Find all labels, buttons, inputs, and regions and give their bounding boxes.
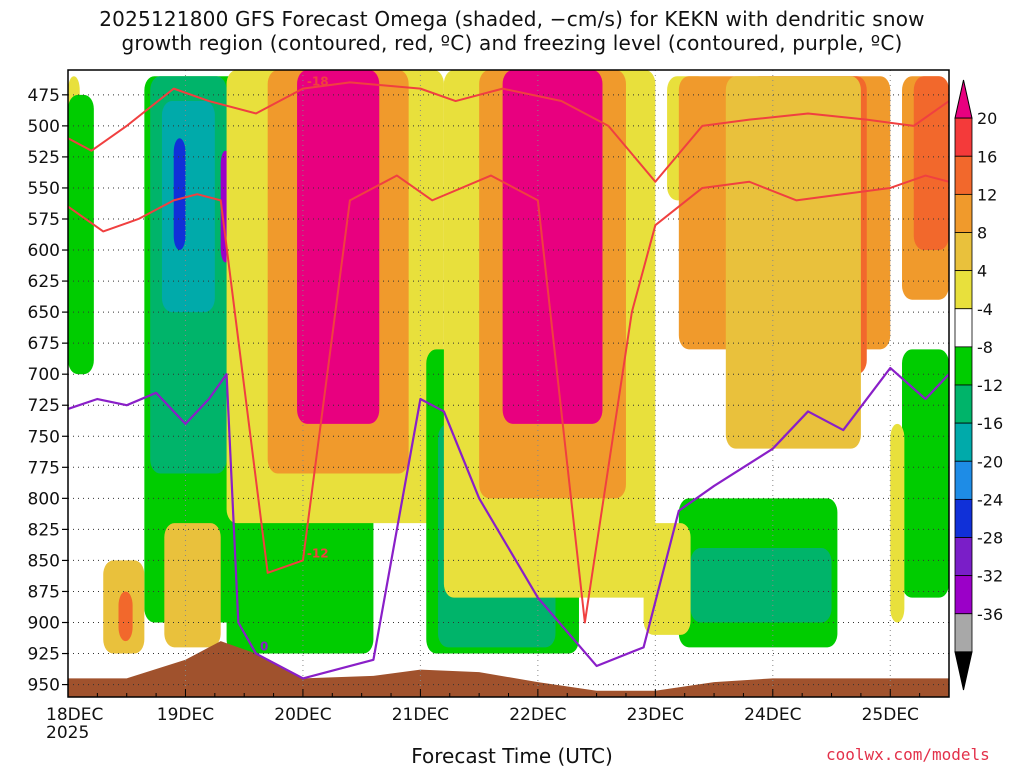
colorbar-label: 8 bbox=[977, 224, 987, 243]
omega-region-9 bbox=[118, 591, 133, 642]
colorbar-swatch bbox=[954, 155, 973, 195]
omega-region-19 bbox=[502, 70, 603, 424]
colorbar-swatch bbox=[954, 575, 973, 615]
y-tick-label: 900 bbox=[28, 614, 60, 634]
colorbar-label: -32 bbox=[977, 567, 1003, 586]
contour-minus18 bbox=[68, 81, 949, 183]
y-tick-label: 750 bbox=[28, 427, 60, 447]
y-tick-label: 575 bbox=[28, 210, 60, 230]
colorbar-swatch bbox=[954, 232, 973, 272]
colorbar-label: 20 bbox=[977, 109, 997, 128]
omega-region-5 bbox=[161, 101, 215, 313]
omega-region-1 bbox=[68, 94, 94, 375]
y-tick-label: 475 bbox=[28, 86, 60, 106]
gridlines bbox=[68, 70, 949, 697]
colorbar-swatch bbox=[954, 498, 973, 538]
x-tick-label: 18DEC bbox=[46, 705, 103, 725]
contour-minus12-label: -12 bbox=[307, 546, 329, 560]
colorbar-label: -12 bbox=[977, 376, 1003, 395]
chart-title-line-2: growth region (contoured, red, ºC) and f… bbox=[121, 31, 903, 55]
colorbar-label: -4 bbox=[977, 300, 993, 319]
omega-region-29 bbox=[902, 349, 949, 598]
x-tick-label: 22DEC bbox=[509, 705, 566, 725]
x-tick-label: 20DEC bbox=[274, 705, 331, 725]
contour-freezing-level bbox=[68, 366, 949, 680]
y-tick-label: 725 bbox=[28, 396, 60, 416]
y-tick-label: 800 bbox=[28, 489, 60, 509]
omega-region-28 bbox=[643, 523, 691, 635]
y-tick-label: 850 bbox=[28, 551, 60, 571]
terrain-ground bbox=[68, 641, 949, 697]
colorbar-swatch bbox=[954, 270, 973, 310]
colorbar-label: -16 bbox=[977, 414, 1003, 433]
x-tick-label: 25DEC bbox=[862, 705, 919, 725]
omega-region-14 bbox=[297, 70, 380, 424]
colorbar-top-arrow bbox=[954, 79, 973, 119]
x-tick-label: 19DEC bbox=[157, 705, 214, 725]
omega-region-23 bbox=[725, 76, 861, 449]
omega-region-27 bbox=[690, 548, 832, 623]
colorbar-label: -8 bbox=[977, 338, 993, 357]
y-tick-label: 925 bbox=[28, 645, 60, 665]
y-axis: 475 500 525 550 575 600 625 650 675 700 725 750 775 8… bbox=[28, 86, 68, 696]
contour-layer: -18 -12 0 bbox=[68, 75, 949, 680]
y-tick-label: 950 bbox=[28, 676, 60, 696]
colorbar-swatch bbox=[954, 384, 973, 424]
chart-title-line-1: 2025121800 GFS Forecast Omega (shaded, −… bbox=[99, 7, 925, 31]
colorbar-swatch bbox=[954, 346, 973, 386]
colorbar-swatch bbox=[954, 308, 973, 348]
omega-shading-layer bbox=[68, 70, 949, 697]
colorbar-swatch bbox=[954, 193, 973, 233]
omega-region-6 bbox=[173, 138, 186, 251]
colorbar-swatch bbox=[954, 117, 973, 157]
colorbar: 20 16 12 8 4 -4 -8 -12 -16 -20 -24 -28 -32 -36 bbox=[954, 79, 1003, 691]
colorbar-swatch bbox=[954, 422, 973, 462]
y-tick-label: 775 bbox=[28, 458, 60, 478]
x-tick-label: 24DEC bbox=[744, 705, 801, 725]
y-tick-label: 675 bbox=[28, 334, 60, 354]
x-tick-label: 21DEC bbox=[392, 705, 449, 725]
contour-minus18-label: -18 bbox=[307, 75, 329, 89]
x-axis-title: Forecast Time (UTC) bbox=[411, 744, 613, 768]
colorbar-swatch bbox=[954, 613, 973, 653]
y-tick-label: 525 bbox=[28, 148, 60, 168]
colorbar-label: -28 bbox=[977, 529, 1003, 548]
y-tick-label: 550 bbox=[28, 179, 60, 199]
colorbar-bottom-arrow bbox=[954, 651, 973, 691]
credit-text: coolwx.com/models bbox=[826, 745, 990, 764]
omega-region-25 bbox=[913, 76, 949, 251]
y-tick-label: 650 bbox=[28, 303, 60, 323]
y-tick-label: 625 bbox=[28, 272, 60, 292]
y-tick-label: 875 bbox=[28, 582, 60, 602]
colorbar-label: -36 bbox=[977, 605, 1003, 624]
y-tick-label: 500 bbox=[28, 117, 60, 137]
contour-minus12 bbox=[68, 174, 949, 624]
omega-region-30 bbox=[890, 423, 905, 623]
colorbar-label: 16 bbox=[977, 147, 997, 166]
x-tick-label: 23DEC bbox=[627, 705, 684, 725]
omega-region-10 bbox=[164, 523, 221, 648]
y-tick-label: 600 bbox=[28, 241, 60, 261]
y-tick-label: 825 bbox=[28, 520, 60, 540]
x-tick-sublabel: 2025 bbox=[46, 723, 89, 743]
colorbar-swatch bbox=[954, 537, 973, 577]
y-tick-label: 700 bbox=[28, 365, 60, 385]
colorbar-swatch bbox=[954, 460, 973, 500]
colorbar-label: 4 bbox=[977, 262, 987, 281]
colorbar-label: 12 bbox=[977, 185, 997, 204]
colorbar-label: -20 bbox=[977, 452, 1003, 471]
contour-freezing-level-label: 0 bbox=[260, 640, 268, 654]
colorbar-label: -24 bbox=[977, 490, 1003, 509]
